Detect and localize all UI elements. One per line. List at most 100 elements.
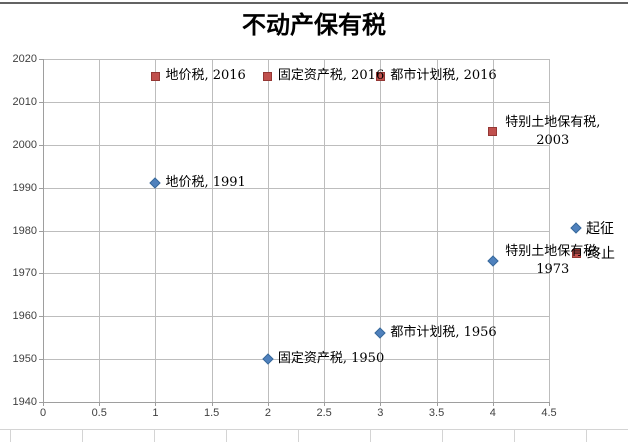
data-point-label[interactable]: 固定资产税, 2016: [278, 67, 384, 84]
x-gridline: [549, 59, 550, 402]
legend-label-start: 起征: [586, 221, 614, 237]
y-gridline: [43, 101, 550, 103]
x-tick-mark: [436, 402, 438, 406]
worksheet-column-line: [370, 430, 371, 442]
chart-title[interactable]: 不动产保有税: [242, 10, 386, 39]
data-point-label-line: 2003: [536, 132, 570, 148]
legend-label-end: 终止: [587, 246, 615, 262]
y-tick-mark: [39, 59, 43, 60]
x-gridline: [436, 59, 438, 402]
legend-item-end[interactable]: 终止: [572, 243, 615, 263]
diamond-data-point-marker[interactable]: [262, 353, 274, 365]
data-point-label[interactable]: 地价税, 1991: [165, 174, 245, 191]
square-data-point-marker[interactable]: [375, 71, 385, 81]
x-tick-mark: [99, 402, 101, 406]
x-tick-mark: [380, 402, 382, 406]
y-tick-mark: [39, 273, 43, 275]
x-tick-label: 0: [39, 407, 47, 419]
legend-item-start[interactable]: 起征: [570, 218, 615, 238]
y-tick-mark: [39, 144, 43, 146]
x-axis-line: [43, 402, 550, 403]
x-tick-mark: [549, 402, 550, 406]
x-tick-mark: [267, 402, 269, 406]
worksheet-column-line: [442, 430, 443, 442]
x-gridline: [324, 59, 326, 402]
y-gridline: [43, 273, 550, 275]
diamond-data-point-marker[interactable]: [487, 254, 499, 267]
y-tick-label: 2000: [12, 138, 37, 151]
x-tick-label: 1: [152, 407, 159, 419]
worksheet-column-line: [82, 430, 83, 442]
y-tick-mark: [39, 359, 43, 361]
x-tick-label: 4: [489, 407, 496, 419]
y-tick-mark: [39, 230, 43, 232]
chart-legend: 起征 终止: [570, 218, 615, 268]
worksheet-column-line: [298, 430, 299, 442]
x-gridline: [267, 59, 269, 402]
x-tick-label: 0.5: [91, 407, 107, 419]
x-tick-mark: [155, 402, 157, 406]
x-gridline: [380, 59, 382, 402]
y-gridline: [43, 230, 550, 232]
diamond-marker-icon: [570, 222, 582, 234]
data-point-label-line: 固定资产税, 1950: [277, 351, 385, 367]
y-tick-label: 1950: [12, 353, 37, 366]
data-point-label[interactable]: 地价税, 2016: [165, 67, 245, 84]
worksheet-column-line: [514, 430, 515, 442]
square-data-point-marker[interactable]: [263, 71, 273, 81]
y-gridline: [43, 316, 550, 318]
x-tick-mark: [492, 402, 494, 406]
y-tick-mark: [39, 402, 43, 403]
square-marker-icon: [572, 248, 581, 258]
worksheet-gridlines: [0, 429, 628, 442]
square-data-point-marker[interactable]: [150, 71, 160, 81]
data-point-label[interactable]: 特别土地保有税, 2003: [503, 114, 603, 150]
y-tick-mark: [39, 316, 43, 318]
y-tick-mark: [39, 101, 43, 103]
x-tick-label: 3: [377, 407, 384, 419]
data-point-label-line: 1973: [536, 261, 570, 277]
x-tick-label: 2: [264, 407, 271, 419]
y-gridline: [43, 359, 550, 361]
y-tick-label: 2020: [12, 53, 37, 65]
worksheet-column-line: [586, 430, 587, 442]
x-gridline: [99, 59, 101, 402]
worksheet-column-line: [154, 430, 155, 442]
x-tick-mark: [324, 402, 326, 406]
data-point-label-line: 地价税, 2016: [165, 68, 246, 84]
data-point-label-line: 都市计划税, 2016: [390, 68, 497, 84]
x-gridline: [211, 59, 213, 402]
data-point-label[interactable]: 固定资产税, 1950: [278, 350, 384, 367]
x-tick-label: 3.5: [428, 407, 445, 419]
x-tick-label: 1.5: [204, 407, 220, 419]
x-gridline: [155, 59, 157, 402]
y-gridline: [43, 144, 550, 146]
data-point-label-line: 特别土地保有税,: [505, 243, 601, 259]
y-tick-label: 2010: [12, 95, 37, 108]
x-tick-mark: [211, 402, 213, 406]
x-tick-mark: [43, 402, 44, 406]
x-tick-label: 2.5: [316, 407, 332, 419]
worksheet-column-line: [226, 430, 227, 442]
y-axis-line: [43, 59, 44, 403]
y-tick-label: 1980: [12, 224, 37, 237]
top-border-line: [0, 2, 628, 4]
diamond-data-point-marker[interactable]: [374, 327, 386, 340]
y-tick-label: 1960: [12, 310, 37, 323]
data-point-label[interactable]: 都市计划税, 1956: [390, 324, 496, 341]
y-gridline: [43, 59, 550, 60]
y-gridline: [43, 187, 550, 189]
data-point-label-line: 固定资产税, 2016: [277, 68, 385, 84]
data-point-label-line: 地价税, 1991: [165, 175, 246, 191]
data-point-label[interactable]: 都市计划税, 2016: [390, 67, 496, 84]
square-data-point-marker[interactable]: [488, 127, 498, 137]
y-tick-label: 1990: [12, 181, 37, 194]
chart-canvas[interactable]: 不动产保有税 起征 终止 1940 1950 1960 1970 1980 1990 200…: [0, 4, 628, 433]
y-tick-mark: [39, 187, 43, 189]
y-tick-label: 1940: [12, 396, 37, 408]
worksheet-column-line: [10, 430, 11, 442]
y-tick-label: 1970: [12, 267, 37, 280]
data-point-label[interactable]: 特别土地保有税, 1973: [503, 243, 603, 279]
data-point-label-line: 特别土地保有税,: [505, 114, 601, 130]
